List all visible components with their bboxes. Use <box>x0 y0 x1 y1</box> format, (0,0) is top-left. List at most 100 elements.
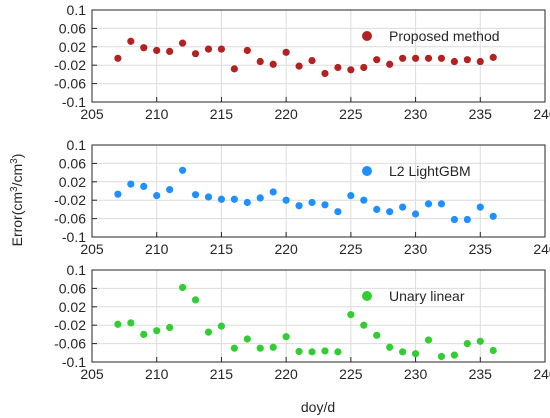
y-axis-label-mid: /cm <box>9 164 25 187</box>
data-point <box>282 333 290 341</box>
y-tick-label: -0.06 <box>54 76 86 92</box>
x-tick-label: 240 <box>533 366 550 382</box>
y-tick-label: -0.1 <box>62 354 86 370</box>
data-point <box>437 54 446 62</box>
x-tick-label: 235 <box>469 241 493 257</box>
data-point <box>347 311 355 319</box>
data-point <box>166 186 174 194</box>
data-point <box>489 53 497 61</box>
data-point <box>386 60 394 68</box>
data-point <box>463 340 471 348</box>
x-tick-label: 230 <box>404 106 428 122</box>
data-point <box>217 322 226 330</box>
y-axis-label-sup1: 3 <box>9 186 20 192</box>
x-tick-label: 210 <box>145 106 169 122</box>
x-tick-label: 240 <box>533 241 550 257</box>
data-point <box>269 343 277 351</box>
data-point <box>437 200 446 208</box>
y-tick-label: 0.06 <box>59 280 86 296</box>
legend-marker <box>362 166 372 176</box>
x-tick-label: 210 <box>145 366 169 382</box>
x-tick-label: 215 <box>210 241 234 257</box>
data-point <box>424 54 433 62</box>
data-point <box>399 348 407 356</box>
y-tick-label: 0.06 <box>59 20 86 36</box>
data-point <box>360 321 368 329</box>
x-tick-label: 230 <box>404 366 428 382</box>
data-point <box>114 190 122 198</box>
x-tick-label: 235 <box>469 366 493 382</box>
y-axis-label-sup2: 3 <box>9 158 20 164</box>
data-point <box>256 194 264 202</box>
data-point <box>166 47 174 56</box>
data-point <box>282 196 290 204</box>
x-tick-label: 240 <box>533 106 550 122</box>
y-tick-label: 0.02 <box>59 174 86 190</box>
data-point <box>269 188 277 196</box>
data-point <box>191 191 200 199</box>
data-point <box>463 56 471 64</box>
data-point <box>153 46 161 55</box>
legend-marker <box>362 31 372 41</box>
data-point <box>386 343 394 351</box>
y-tick-label: 0.1 <box>67 262 87 278</box>
y-tick-label: -0.02 <box>54 192 86 208</box>
data-point <box>411 210 420 218</box>
data-point <box>476 57 484 66</box>
data-point <box>489 346 497 355</box>
data-point <box>489 212 497 220</box>
data-point <box>243 46 251 55</box>
y-tick-label: -0.02 <box>54 57 86 73</box>
data-point <box>127 180 135 188</box>
data-point <box>179 39 187 47</box>
x-tick-label: 205 <box>80 106 104 122</box>
data-point <box>347 66 355 74</box>
legend-label: Proposed method <box>389 28 500 44</box>
data-point <box>463 215 471 224</box>
x-tick-label: 225 <box>339 366 363 382</box>
data-point <box>334 208 342 216</box>
data-point <box>166 323 174 332</box>
data-point <box>295 62 303 70</box>
data-point <box>334 63 342 72</box>
data-point <box>360 63 368 72</box>
data-point <box>321 69 329 78</box>
data-point <box>140 44 148 52</box>
data-point <box>308 57 316 65</box>
data-point <box>450 215 458 224</box>
data-point <box>437 352 446 361</box>
data-point <box>230 195 238 203</box>
legend-marker <box>362 291 372 301</box>
data-point <box>256 57 264 66</box>
data-point <box>243 335 251 343</box>
data-point <box>140 182 148 190</box>
plot-frame <box>91 9 546 103</box>
data-point <box>179 283 187 292</box>
data-point <box>204 328 213 336</box>
data-point <box>399 54 407 62</box>
data-point <box>204 193 213 201</box>
y-tick-label: 0.1 <box>67 137 87 153</box>
data-point <box>140 330 148 338</box>
data-point <box>153 192 161 200</box>
data-point <box>321 347 329 355</box>
data-point <box>114 54 122 62</box>
y-tick-label: 0.1 <box>67 2 87 18</box>
legend-label: Unary linear <box>389 288 465 304</box>
data-point <box>230 65 238 73</box>
data-point <box>204 45 213 53</box>
data-point <box>191 50 200 58</box>
data-point <box>153 327 161 335</box>
legend-label: L2 LightGBM <box>389 163 471 179</box>
data-point <box>386 208 394 216</box>
plot-frame <box>91 144 546 238</box>
data-point <box>411 54 420 62</box>
data-point <box>450 57 458 66</box>
data-point <box>373 56 381 64</box>
x-tick-label: 230 <box>404 241 428 257</box>
data-point <box>269 60 277 68</box>
